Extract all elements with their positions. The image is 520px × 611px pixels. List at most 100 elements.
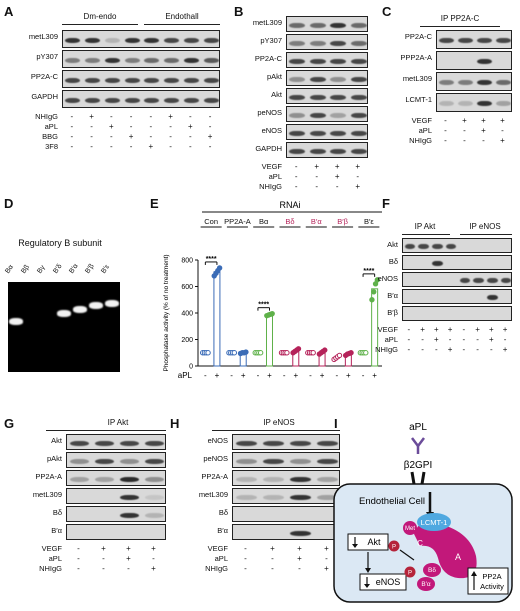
data-point [371,289,377,295]
band [144,77,160,83]
band [164,37,180,43]
band [183,97,199,103]
band [290,440,311,446]
row-label: Akt [271,90,282,99]
row-label: PP2A-A [35,472,62,481]
band [317,494,338,500]
treatment-label: 3F8 [45,142,58,151]
band [330,58,347,64]
blot-strip-pp2a-c [286,52,368,68]
treatment-sign: - [444,116,447,125]
treatment-sign: - [169,132,172,141]
gel-lane-label: Bα [4,263,16,275]
data-point [336,352,343,359]
treatment-sign: - [501,126,504,135]
band [350,40,367,46]
ip-line [212,430,340,431]
blot-strip-pp2a-c [436,30,512,49]
treatment-sign: + [420,325,425,334]
apl-sign: - [230,371,233,380]
treatment-label: NHIgG [39,564,62,573]
band [289,94,306,100]
band [85,37,101,43]
row-label: Bδ [218,508,228,517]
treatment-sign: + [297,554,302,563]
apl-sign: + [267,371,272,380]
band [203,37,219,43]
band [439,38,454,43]
panel-label-g: G [4,416,15,431]
band [203,97,219,103]
row-label: peNOS [203,454,228,463]
row-label: GAPDH [31,92,58,101]
band [309,94,326,100]
treatment-sign: - [169,142,172,151]
ip-line [46,430,166,431]
akt-box [347,533,389,551]
band [500,278,511,283]
treatment-sign: - [90,142,93,151]
band [477,101,492,106]
data-point [257,350,264,356]
band [289,130,306,136]
band [290,494,311,500]
blot-strip-pp2a-a [232,470,340,486]
band [263,440,284,446]
treatment-sign: - [127,564,130,573]
panel-label-d: D [4,196,14,211]
ip-header-akt: IP Akt [107,418,129,427]
band [445,244,457,249]
treatment-sign: - [77,564,80,573]
row-label: PP2A-C [30,72,58,81]
data-point [295,346,302,352]
data-point [243,349,249,355]
met-label: Met [405,526,415,532]
band [145,458,164,464]
treatment-sign: - [482,136,485,145]
treatment-sign: - [90,132,93,141]
band [309,130,326,136]
treatment-sign: + [481,116,486,125]
band [70,476,89,482]
band [164,97,180,103]
band [404,244,416,249]
treatment-sign: + [502,325,508,334]
apl-sign: - [309,371,312,380]
treatment-sign: - [70,132,74,141]
treatment-sign: - [462,325,466,334]
activity-label: Activity [480,582,504,591]
gel-title: Regulatory B subunit [18,238,102,248]
treatment-sign: + [334,172,340,181]
blot-strip-py307 [286,34,368,50]
row-label: pAkt [46,454,62,463]
svg-text:P: P [408,571,412,577]
treatment-sign: - [463,136,466,145]
blot-strip-metl309 [436,72,512,91]
band [496,38,511,43]
treatment-sign: - [294,162,298,171]
row-label: B′α [51,526,62,535]
apl-sign: - [362,371,365,380]
treatment-sign: - [208,122,212,131]
treatment-sign: + [355,182,361,191]
enos-label: eNOS [376,577,401,587]
blot-strip-pp2a-a [66,470,166,486]
band [104,77,120,83]
treatment-label: aPL [48,554,62,563]
data-point [363,350,369,356]
band [104,57,120,63]
y-tick-label: 400 [181,311,193,318]
panel-label-a: A [4,4,14,19]
phospho-icon [404,566,416,578]
data-point [322,347,328,353]
band [350,58,367,64]
treatment-sign: - [444,126,447,135]
band [85,97,101,103]
treatment-sign: + [101,544,106,553]
row-label: metL309 [402,74,432,83]
band [317,440,338,446]
significance-mark: **** [258,302,269,309]
band [309,148,326,154]
treatment-sign: - [435,345,438,354]
treatment-sign: - [294,182,298,191]
